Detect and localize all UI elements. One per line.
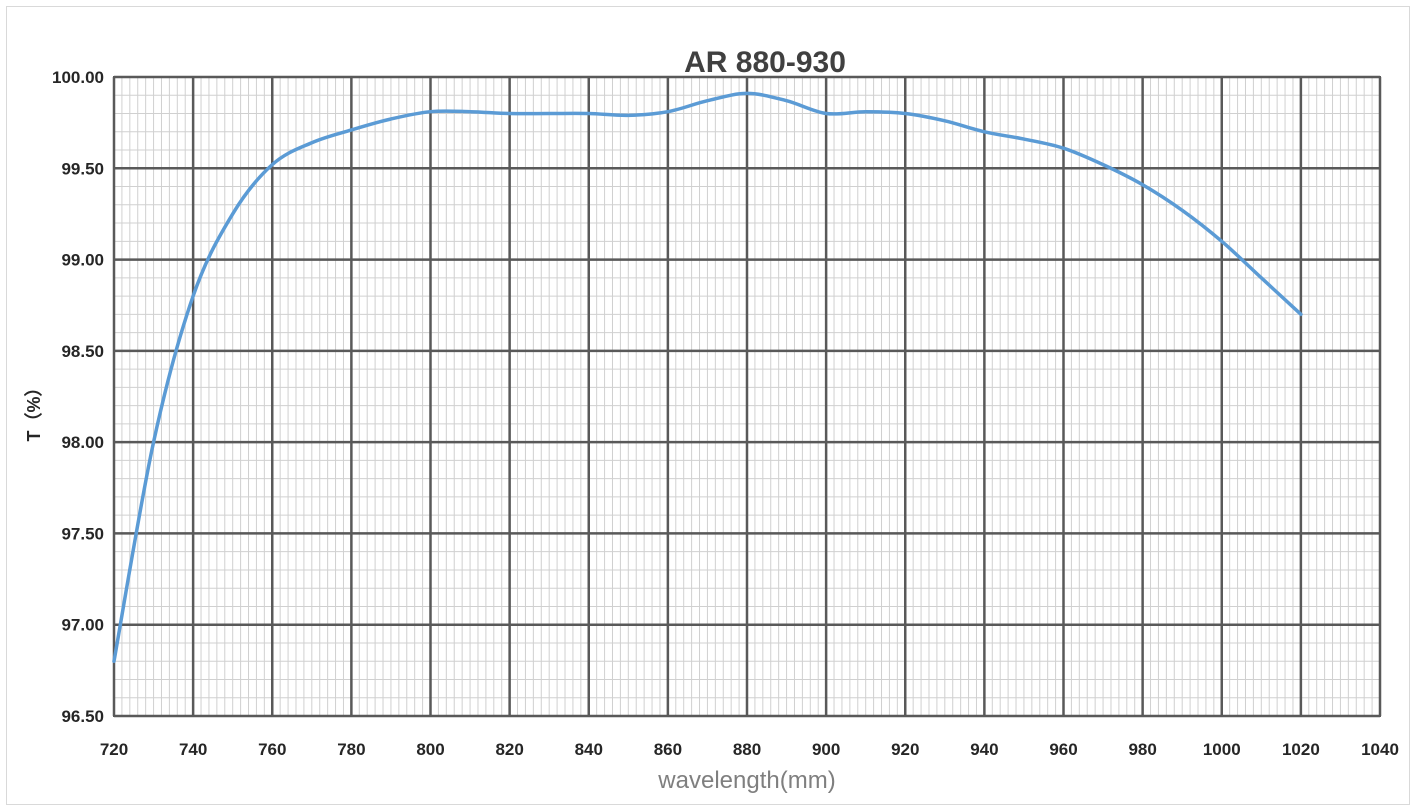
x-tick-label: 800 xyxy=(416,740,444,759)
y-axis-label: T（%） xyxy=(24,379,44,442)
y-tick-label: 96.50 xyxy=(61,707,104,726)
y-tick-label: 97.50 xyxy=(61,524,104,543)
x-axis-label: wavelength(mm) xyxy=(657,767,835,794)
chart-title: AR 880-930 xyxy=(684,46,846,79)
x-tick-label: 920 xyxy=(891,740,919,759)
y-tick-label: 98.50 xyxy=(61,342,104,361)
series-layer xyxy=(112,91,1303,663)
x-tick-label: 900 xyxy=(812,740,840,759)
x-tick-label: 1020 xyxy=(1282,740,1320,759)
x-tick-label: 820 xyxy=(495,740,523,759)
series-line-transmittance xyxy=(112,91,1303,663)
x-tick-label: 980 xyxy=(1128,740,1156,759)
x-tick-label: 860 xyxy=(654,740,682,759)
x-tick-label: 760 xyxy=(258,740,286,759)
x-tick-label: 940 xyxy=(970,740,998,759)
x-axis-tick-labels: 720 740 760 780 800 820 840 860 880 900 920 940 960 9… xyxy=(100,740,1399,759)
y-tick-label: 98.00 xyxy=(61,433,104,452)
x-tick-label: 1040 xyxy=(1361,740,1399,759)
x-tick-label: 740 xyxy=(179,740,207,759)
y-tick-label: 100.00 xyxy=(52,68,104,87)
y-tick-label: 99.50 xyxy=(61,159,104,178)
x-tick-label: 1000 xyxy=(1203,740,1241,759)
y-axis-tick-labels: 96.50 97.00 97.50 98.00 98.50 99.00 99.50 100.0… xyxy=(52,68,104,726)
x-tick-label: 780 xyxy=(337,740,365,759)
plot-area-border xyxy=(113,76,1381,717)
x-tick-label: 960 xyxy=(1049,740,1077,759)
y-tick-label: 99.00 xyxy=(61,251,104,270)
x-tick-label: 840 xyxy=(575,740,603,759)
x-tick-label: 880 xyxy=(733,740,761,759)
chart-frame xyxy=(6,6,1410,805)
y-tick-label: 97.00 xyxy=(61,616,104,635)
x-tick-label: 720 xyxy=(100,740,128,759)
